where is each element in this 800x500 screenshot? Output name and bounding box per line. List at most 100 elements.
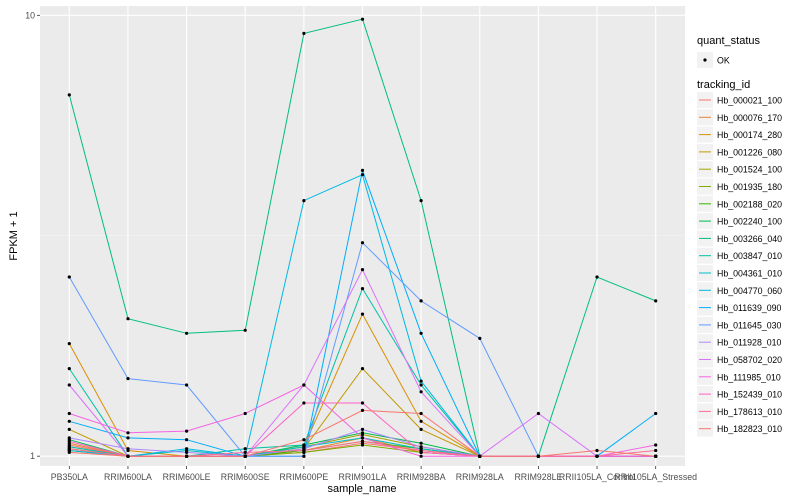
data-point-Hb_182823_010: [126, 454, 130, 458]
data-point-Hb_182823_010: [654, 454, 658, 458]
legend-tracking-label: Hb_003847_010: [717, 251, 782, 261]
data-point-Hb_004770_060: [360, 173, 365, 177]
data-point-Hb_182823_010: [185, 454, 189, 458]
data-point-Hb_111985_010: [419, 454, 423, 458]
data-point-Hb_011645_030: [478, 336, 482, 340]
legend-tracking-label: Hb_011639_090: [717, 303, 782, 313]
x-tick-label: RRII105LA_Control: [559, 472, 635, 482]
data-point-Hb_001226_080: [360, 367, 365, 371]
data-point-Hb_152439_010: [302, 401, 306, 405]
data-point-Hb_011639_090: [185, 438, 189, 442]
major-gridlines: [40, 6, 685, 466]
data-point-Hb_003266_040: [595, 275, 599, 279]
data-point-Hb_178613_010: [67, 447, 71, 451]
data-point-Hb_003266_040: [360, 17, 365, 21]
data-point-Hb_182823_010: [478, 454, 482, 458]
y-axis-title: FPKM + 1: [8, 211, 20, 260]
data-point-Hb_182823_010: [360, 408, 365, 412]
data-point-Hb_178613_010: [654, 448, 658, 453]
x-axis-title: sample_name: [327, 483, 396, 495]
legend-tracking-label: Hb_001226_080: [717, 147, 782, 157]
data-point-Hb_058702_020: [67, 383, 71, 387]
data-point-Hb_182823_010: [243, 454, 247, 458]
data-point-Hb_000174_280: [360, 312, 365, 316]
data-point-Hb_003266_040: [67, 93, 71, 97]
data-point-Hb_058702_020: [419, 390, 423, 394]
data-point-Hb_011639_090: [67, 419, 71, 423]
legend-tracking-label: Hb_011645_030: [717, 320, 782, 330]
data-point-Hb_111985_010: [185, 429, 189, 433]
data-point-Hb_004770_060: [185, 447, 189, 451]
legend-key-point: [703, 58, 707, 62]
data-point-Hb_003266_040: [243, 328, 247, 332]
data-point-Hb_011645_030: [360, 241, 365, 245]
data-point-Hb_011645_030: [126, 377, 130, 381]
legend-tracking-label: Hb_004770_060: [717, 286, 782, 296]
data-point-Hb_058702_020: [536, 411, 541, 416]
x-tick-label: RRIM600PE: [279, 472, 328, 482]
data-point-Hb_182823_010: [419, 411, 423, 416]
legend-tracking-title: tracking_id: [697, 79, 750, 91]
data-point-Hb_111985_010: [654, 443, 658, 447]
data-point-Hb_152439_010: [67, 439, 71, 443]
legend-quant-title: quant_status: [697, 35, 760, 47]
legend-quant-label: OK: [717, 56, 730, 66]
legend-tracking-label: Hb_001524_100: [717, 165, 782, 175]
data-point-Hb_178613_010: [360, 439, 365, 443]
data-point-Hb_182823_010: [302, 438, 306, 442]
legend-tracking-label: Hb_001935_180: [717, 182, 782, 192]
data-point-Hb_011639_090: [126, 436, 130, 440]
data-point-Hb_011645_030: [185, 383, 189, 387]
data-point-Hb_003847_010: [243, 447, 247, 451]
data-point-Hb_003847_010: [419, 383, 423, 387]
data-point-Hb_003266_040: [419, 199, 423, 203]
data-point-Hb_001226_080: [67, 427, 71, 431]
x-tick-label: RRIM928LE: [514, 472, 562, 482]
data-point-Hb_011639_090: [419, 331, 423, 335]
data-point-Hb_001935_180: [360, 443, 365, 447]
data-point-Hb_152439_010: [360, 401, 365, 405]
y-tick-label: 1: [30, 451, 35, 461]
legend-tracking-label: Hb_002188_020: [717, 199, 782, 209]
data-point-Hb_178613_010: [302, 448, 306, 453]
data-point-Hb_111985_010: [302, 383, 306, 387]
data-point-Hb_182823_010: [67, 450, 71, 454]
data-point-Hb_011645_030: [67, 275, 71, 279]
legend-tracking-label: Hb_000021_100: [717, 96, 782, 106]
data-point-Hb_003266_040: [654, 299, 658, 303]
data-point-Hb_001226_080: [419, 427, 423, 431]
data-point-Hb_178613_010: [419, 448, 423, 453]
data-point-Hb_002240_100: [419, 441, 423, 445]
data-point-Hb_011928_010: [67, 436, 71, 440]
data-point-Hb_003266_040: [185, 331, 189, 335]
data-points: [67, 17, 658, 458]
legend-tracking-label: Hb_182823_010: [717, 424, 782, 434]
x-tick-label: RRIM600LE: [163, 472, 211, 482]
legend-tracking-label: Hb_178613_010: [717, 407, 782, 417]
data-point-Hb_011928_010: [126, 447, 130, 451]
data-point-Hb_004770_060: [302, 199, 306, 203]
x-tick-label: RRIM928LA: [456, 472, 504, 482]
data-point-Hb_000174_280: [67, 342, 71, 346]
legend-tracking-label: Hb_152439_010: [717, 390, 782, 400]
data-point-Hb_182823_010: [536, 454, 541, 458]
data-point-Hb_003847_010: [67, 367, 71, 371]
data-point-Hb_004770_060: [419, 379, 423, 383]
x-tick-label: RRIM600LA: [104, 472, 152, 482]
x-tick-label: RRIM901LA: [339, 472, 387, 482]
data-point-Hb_178613_010: [243, 450, 247, 454]
data-point-Hb_178613_010: [595, 454, 599, 458]
data-point-Hb_011639_090: [654, 411, 658, 416]
legend-tracking-label: Hb_000174_280: [717, 130, 782, 140]
legend-tracking-label: Hb_011928_010: [717, 338, 782, 348]
legend-tracking-label: Hb_111985_010: [717, 372, 781, 382]
y-axis: 1 10: [25, 10, 40, 461]
data-point-Hb_011928_010: [360, 427, 365, 431]
legend-tracking-entries: Hb_000021_100 Hb_000076_170 Hb_000174_280 H…: [697, 92, 782, 437]
data-point-Hb_002240_100: [360, 431, 365, 435]
x-tick-label: PB350LA: [51, 472, 88, 482]
data-point-Hb_003266_040: [302, 31, 306, 35]
data-point-Hb_011928_010: [185, 450, 189, 454]
data-point-Hb_111985_010: [126, 431, 130, 435]
